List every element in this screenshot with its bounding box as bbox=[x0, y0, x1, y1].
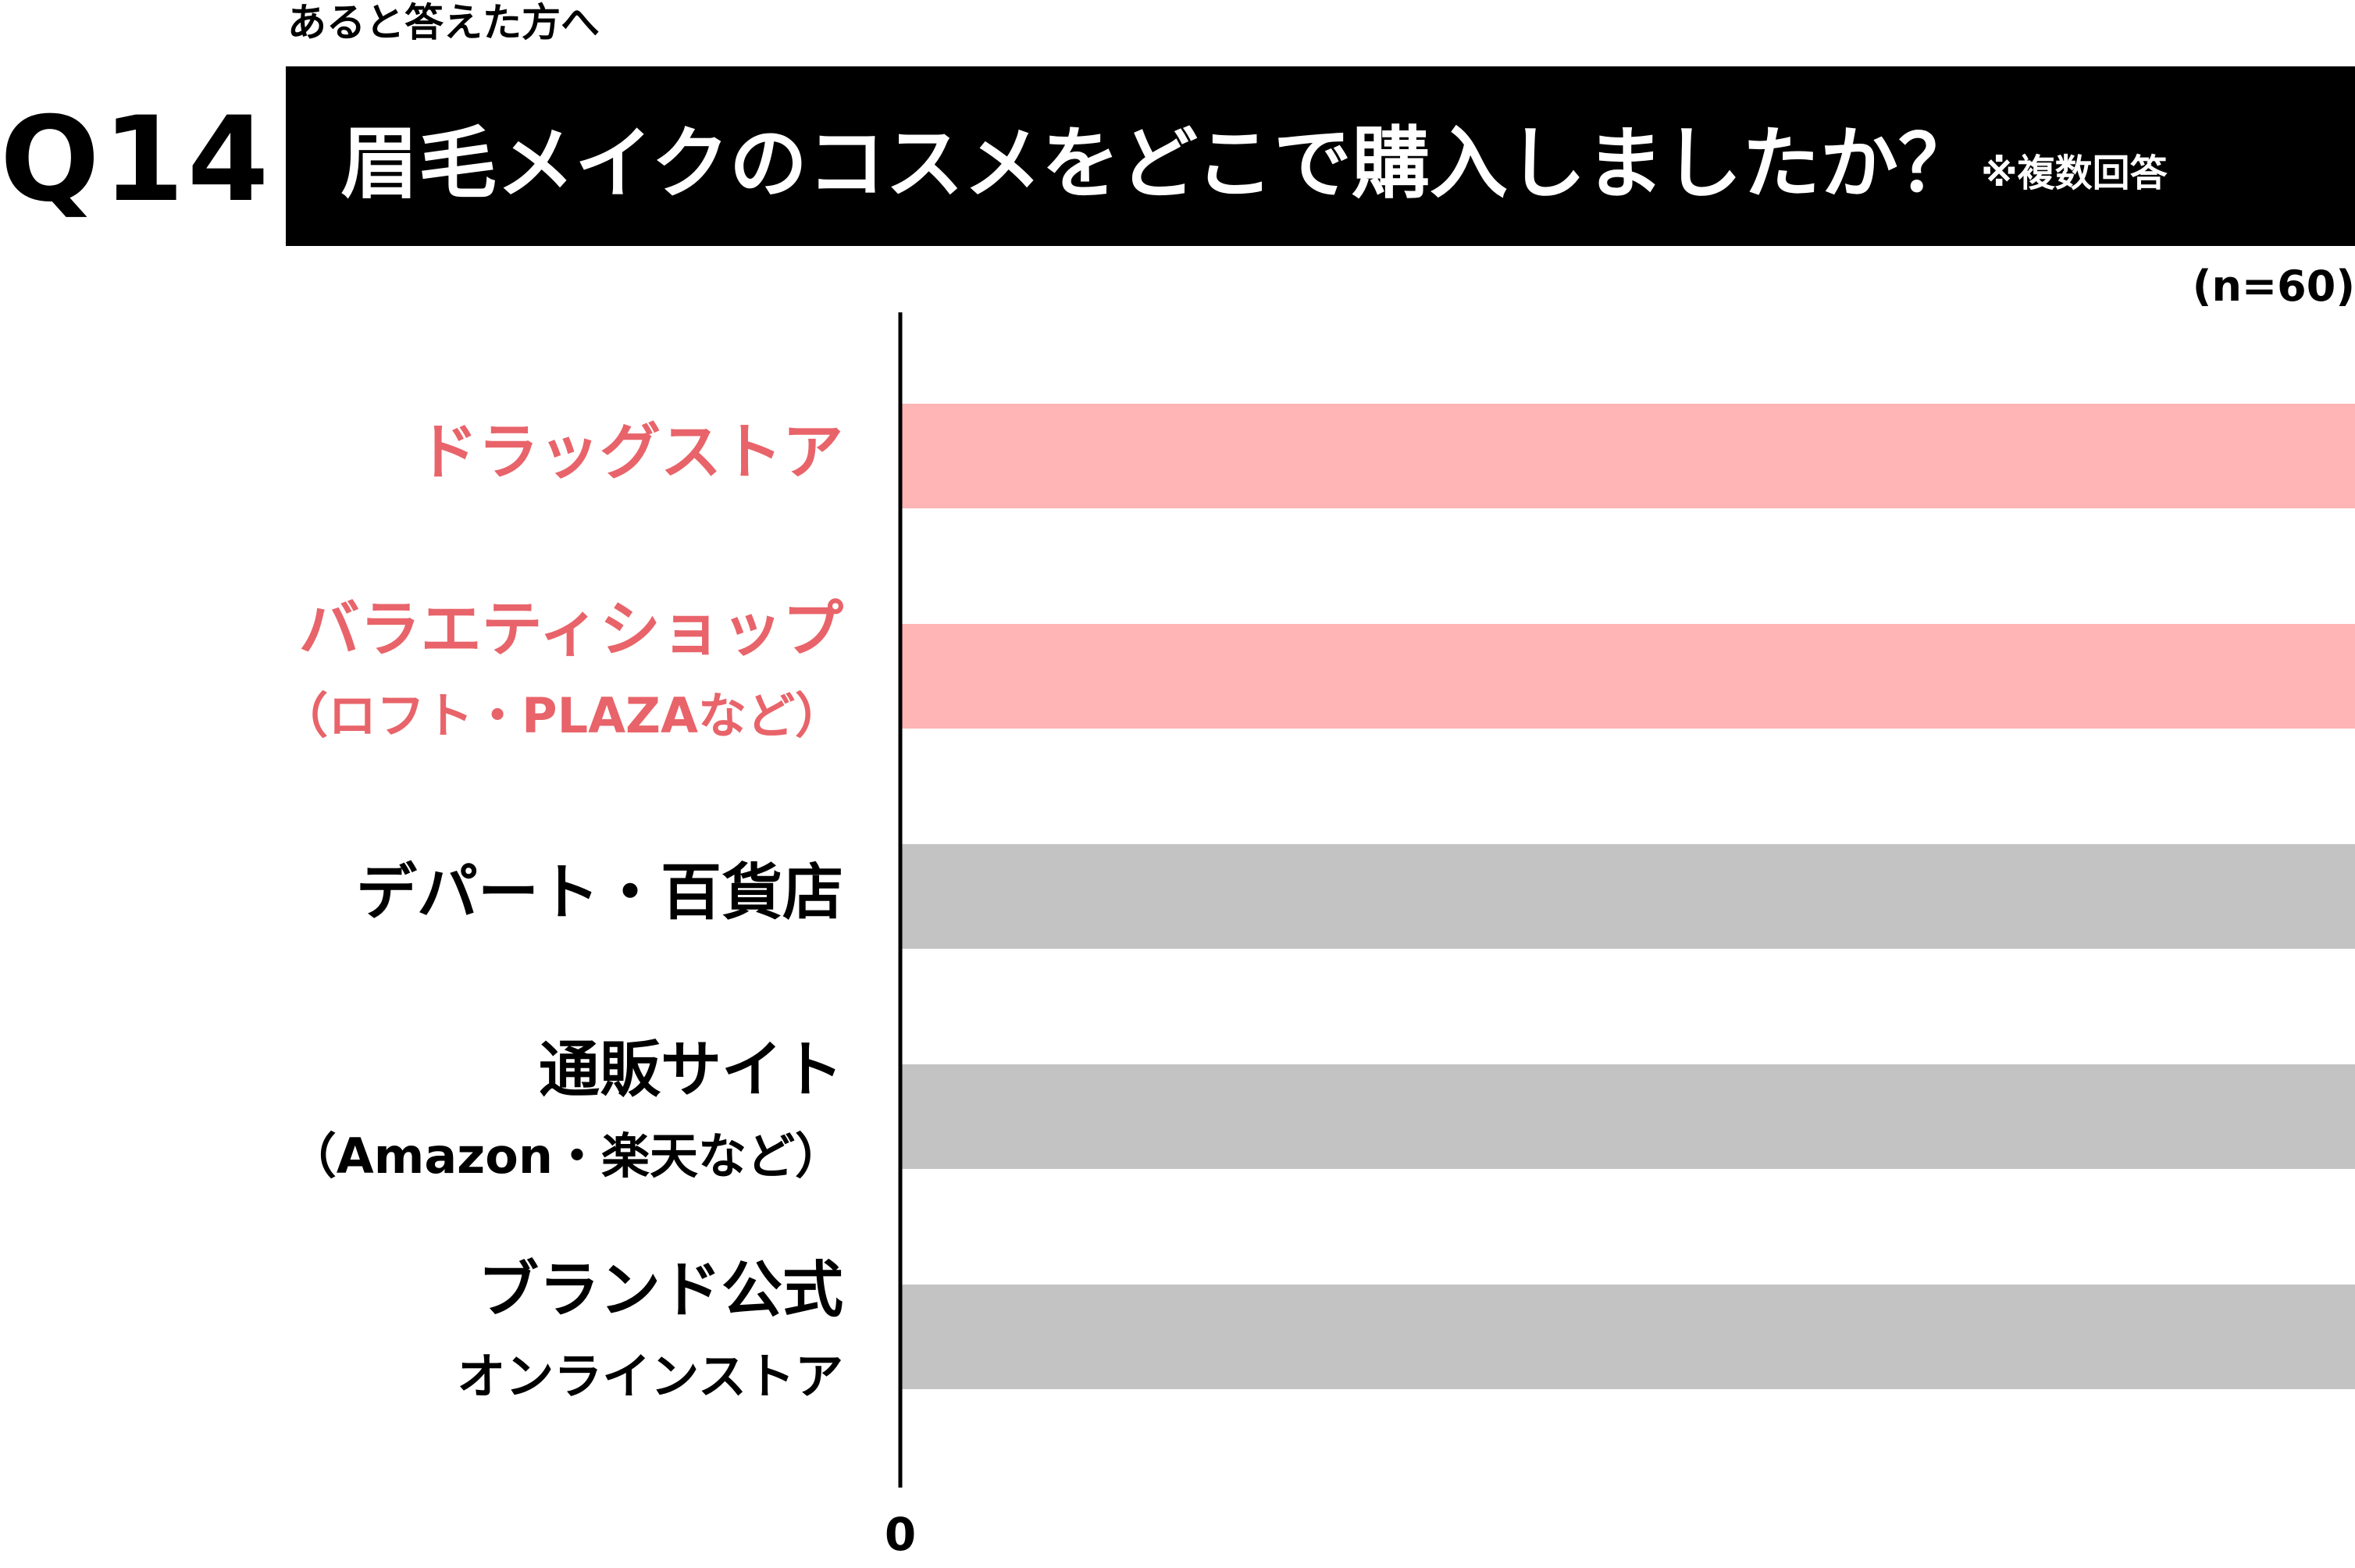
bar bbox=[902, 1064, 2355, 1169]
bar bbox=[902, 1285, 2355, 1389]
category-label: バラエティショップ bbox=[299, 594, 843, 665]
title-band: 眉毛メイクのコスメをどこで購入しましたか？ ※複数回答 bbox=[286, 66, 2355, 246]
bar bbox=[902, 404, 2355, 508]
category-label: （ロフト・PLAZAなど） bbox=[280, 687, 843, 744]
category-label: デパート・百貨店 bbox=[356, 857, 843, 928]
bar bbox=[902, 844, 2355, 949]
bars bbox=[902, 404, 2355, 1389]
subtitle: あると答えた方へ bbox=[287, 0, 600, 45]
category-label: ドラッグストア bbox=[417, 417, 843, 487]
title-note: ※複数回答 bbox=[1981, 151, 2168, 195]
x-tick-labels: 0102030405060(%) bbox=[885, 1508, 916, 1561]
question-number: Q14 bbox=[0, 92, 273, 228]
x-tick-label: 0 bbox=[885, 1508, 916, 1561]
bar bbox=[902, 624, 2355, 729]
sample-size: (n=60) bbox=[2192, 262, 2355, 311]
category-label: オンラインストア bbox=[457, 1348, 843, 1405]
category-label: （Amazon・楽天など） bbox=[288, 1128, 843, 1185]
chart-title: 眉毛メイクのコスメをどこで購入しましたか？ bbox=[340, 117, 1976, 209]
category-label: ブランド公式 bbox=[478, 1255, 843, 1325]
category-label: 通販サイト bbox=[539, 1035, 843, 1105]
